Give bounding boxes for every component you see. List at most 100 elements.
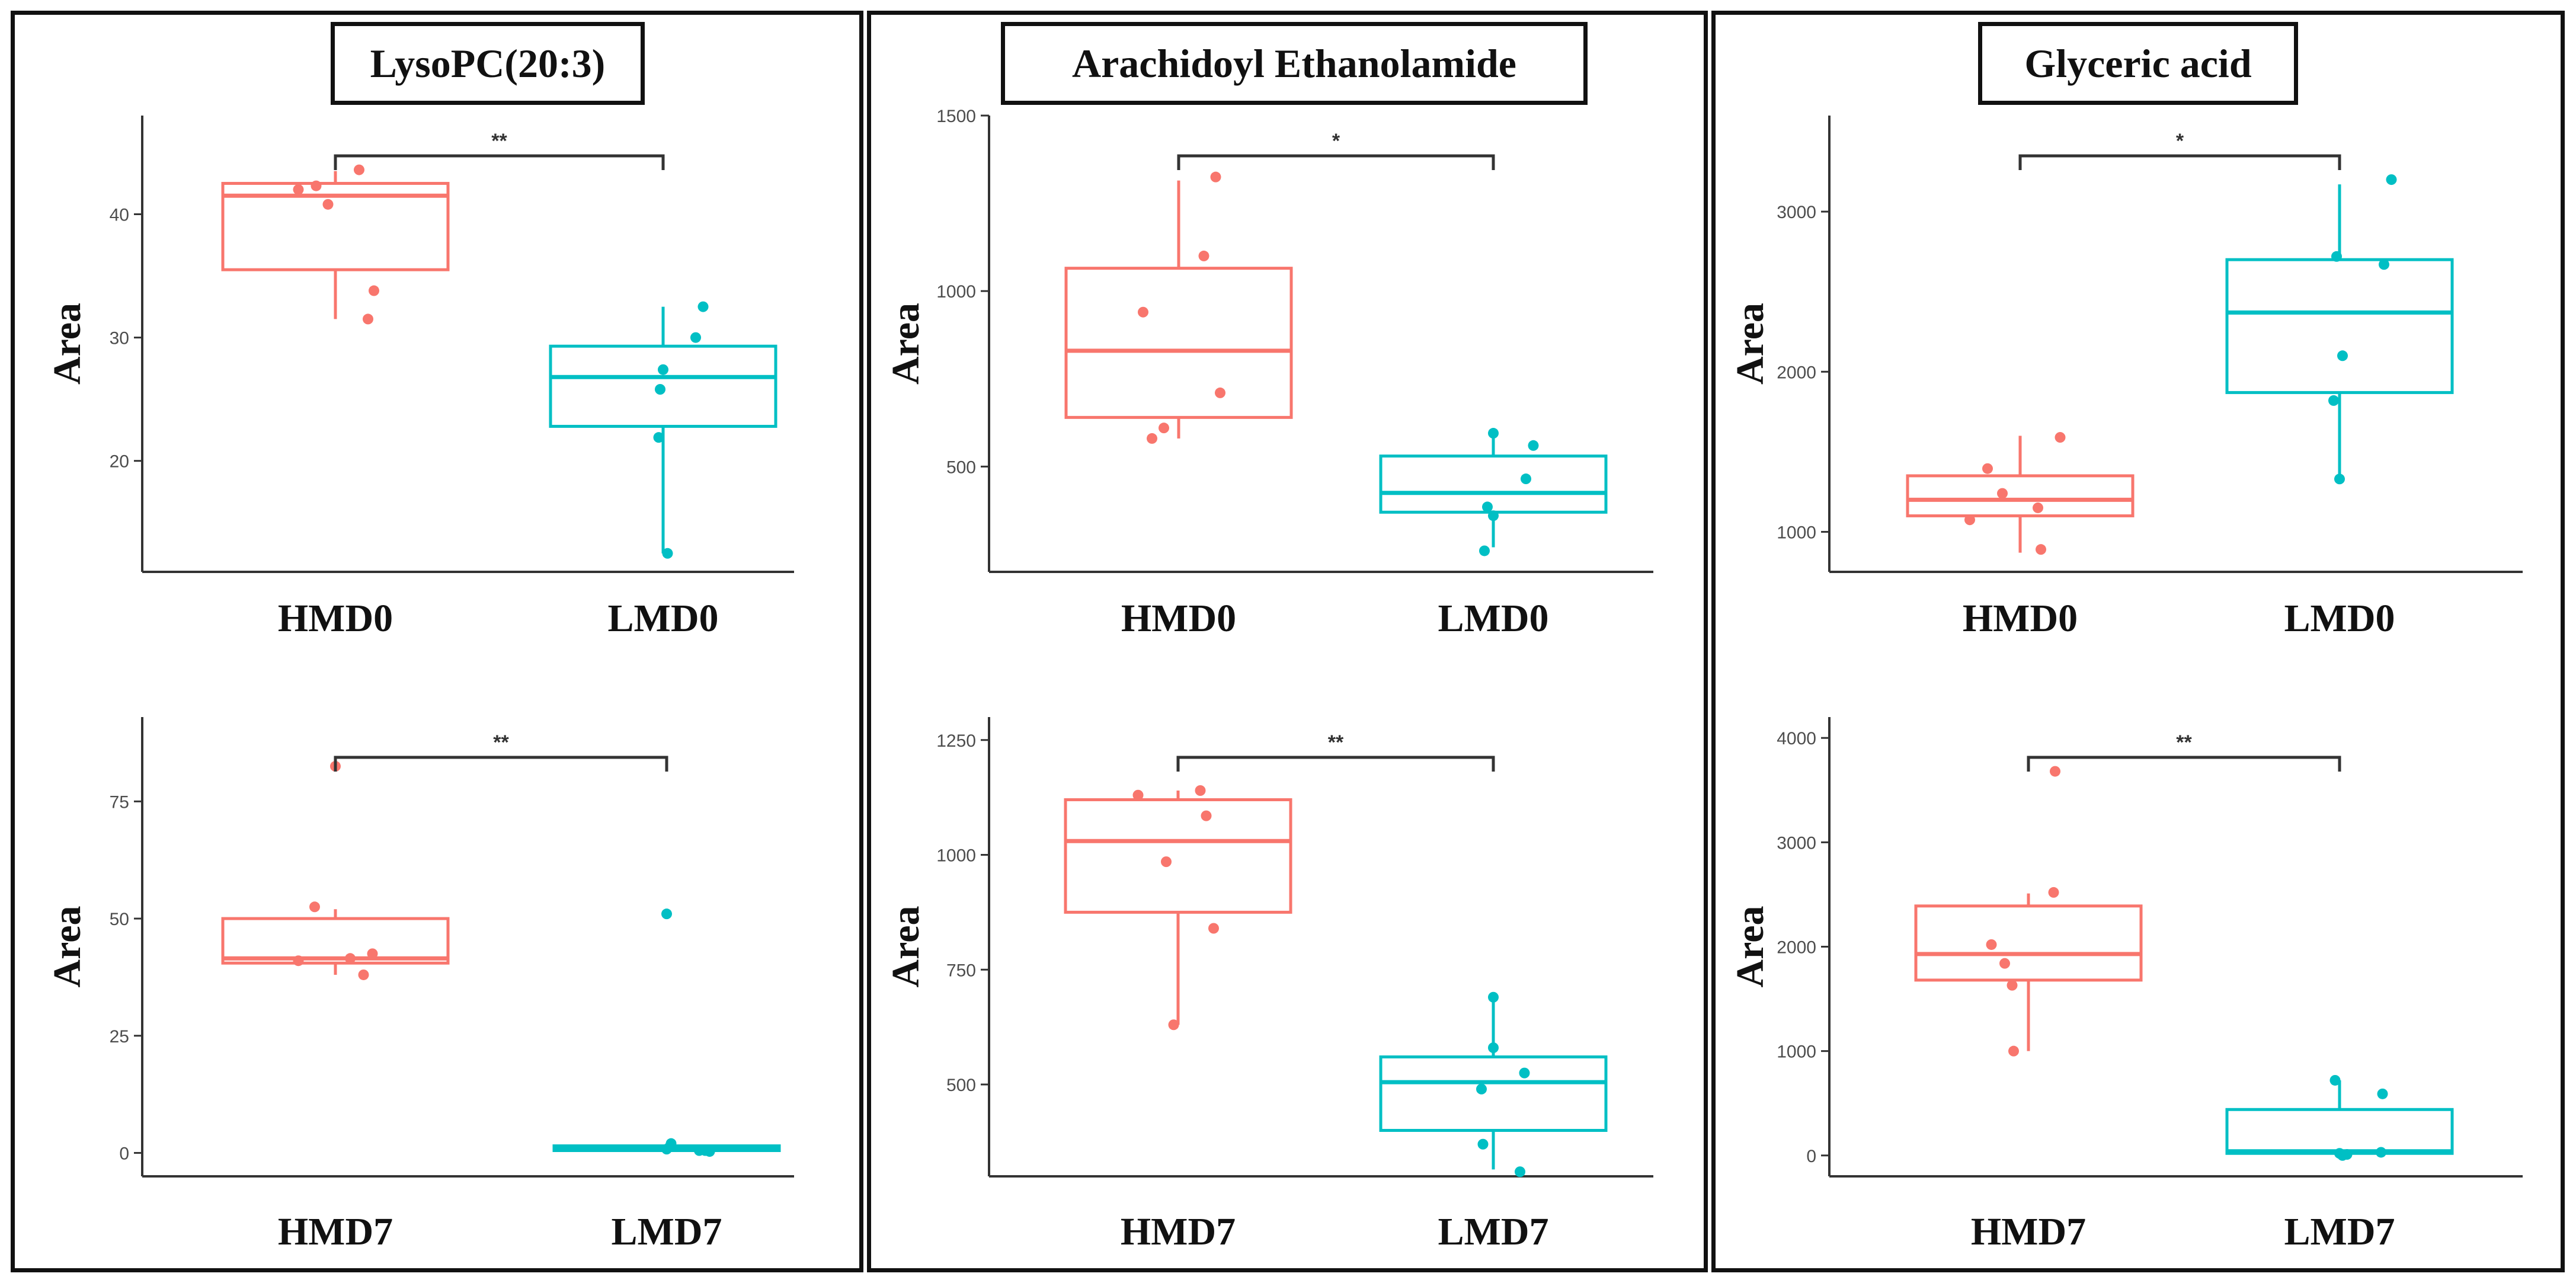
box-group-lmd0 [2225, 174, 2454, 485]
data-point [2033, 502, 2043, 513]
data-point [1215, 387, 1225, 398]
data-point [661, 908, 672, 920]
significance-label: * [1332, 130, 1340, 152]
data-point [1147, 433, 1157, 444]
y-tick-label: 40 [110, 205, 129, 225]
significance-label: * [2176, 130, 2184, 152]
data-point [2377, 1088, 2388, 1099]
data-point [655, 384, 665, 395]
data-point [661, 1144, 672, 1155]
y-tick-label: 1000 [936, 846, 976, 866]
category-label-lmd0: LMD0 [1438, 597, 1549, 640]
data-point [2329, 1074, 2341, 1086]
data-point [311, 180, 322, 191]
data-point [2379, 259, 2389, 270]
data-point [1997, 488, 2008, 499]
significance-bracket [2027, 756, 2341, 772]
data-point [1161, 856, 1172, 868]
data-point [2386, 174, 2397, 185]
panel-frame-glyceric [1711, 11, 2565, 1272]
box-group-lmd0 [549, 301, 777, 559]
significance-label: ** [493, 731, 509, 754]
y-tick-label: 1000 [1777, 523, 1816, 542]
category-label-lmd0: LMD0 [608, 597, 719, 640]
data-point [1210, 171, 1221, 183]
data-point [2337, 350, 2348, 361]
plot-3: 1000 2000 3000 Area HMD0 LMD0 * [1729, 116, 2523, 640]
data-point [704, 1146, 715, 1157]
y-tick-label: 30 [110, 329, 129, 348]
data-point [690, 332, 701, 343]
box-group-hmd0 [1906, 432, 2135, 555]
title-lysopc: LysoPC(20:3) [331, 22, 645, 105]
box-group-lmd7 [1379, 991, 1608, 1178]
data-point [1515, 1166, 1525, 1178]
box-group-lmd7 [552, 908, 781, 1157]
y-tick-label: 750 [946, 961, 976, 980]
plot-2: 500 1000 1500 Area HMD0 LMD0 * [884, 107, 1653, 640]
box [1064, 267, 1293, 419]
data-point [1479, 545, 1490, 556]
data-point [653, 432, 664, 443]
data-point [309, 901, 320, 913]
data-point [2048, 887, 2059, 898]
data-point [358, 969, 369, 980]
data-point [1198, 250, 1209, 261]
data-point [1999, 958, 2010, 969]
y-tick-label: 50 [110, 910, 129, 929]
y-tick-label: 4000 [1777, 729, 1816, 748]
box [221, 917, 450, 965]
data-point [2008, 1045, 2019, 1057]
category-label-hmd0: HMD0 [1963, 597, 2078, 640]
significance-bracket [1176, 756, 1495, 772]
category-label-hmd7: HMD7 [1971, 1210, 2086, 1253]
plot-1: 20 30 40 Area HMD0 LMD0 ** [46, 116, 794, 640]
category-label-hmd0: HMD0 [1121, 597, 1236, 640]
box [549, 344, 777, 428]
data-point [293, 955, 304, 967]
data-point [1132, 789, 1144, 801]
y-tick-label: 0 [119, 1144, 129, 1163]
box [1064, 798, 1292, 914]
category-label-hmd7: HMD7 [1121, 1210, 1236, 1253]
panel-frame-lysopc [11, 11, 863, 1272]
data-point [354, 164, 364, 175]
y-tick-label: 75 [110, 792, 129, 812]
category-label-hmd0: HMD0 [278, 597, 393, 640]
data-point [2331, 251, 2342, 262]
data-point [2334, 473, 2345, 485]
y-axis-label: Area [46, 906, 89, 987]
box-group-hmd7 [221, 761, 450, 980]
box [221, 181, 450, 271]
data-point [1482, 501, 1493, 513]
data-point [1986, 939, 1997, 950]
box-group-hmd0 [1064, 171, 1293, 444]
data-point [1528, 440, 1539, 451]
box-group-hmd7 [1914, 766, 2143, 1057]
box [1914, 904, 2143, 982]
significance-bracket [1177, 154, 1495, 170]
data-point [2007, 980, 2018, 991]
y-axis-label: Area [1729, 906, 1772, 987]
category-label-hmd7: HMD7 [278, 1210, 393, 1253]
data-point [1168, 1019, 1179, 1031]
box-group-lmd7 [2225, 1074, 2454, 1161]
data-point [293, 184, 304, 195]
data-point [322, 199, 334, 210]
data-point [1138, 306, 1148, 318]
data-point [2036, 544, 2046, 555]
y-tick-label: 3000 [1777, 203, 1816, 222]
data-point [1201, 810, 1212, 821]
plot-6: 0 1000 2000 3000 4000 Area HMD7 LMD7 ** [1729, 717, 2523, 1253]
data-point [2050, 766, 2060, 777]
plot-5: 500 750 1000 1250 Area HMD7 LMD7 ** [884, 717, 1653, 1253]
y-tick-label: 1500 [936, 107, 976, 126]
box [2225, 1108, 2454, 1155]
title-glyceric: Glyceric acid [1978, 22, 2298, 105]
y-axis-label: Area [884, 906, 927, 987]
data-point [1477, 1138, 1489, 1150]
box [2225, 258, 2454, 394]
box [1379, 1055, 1608, 1132]
